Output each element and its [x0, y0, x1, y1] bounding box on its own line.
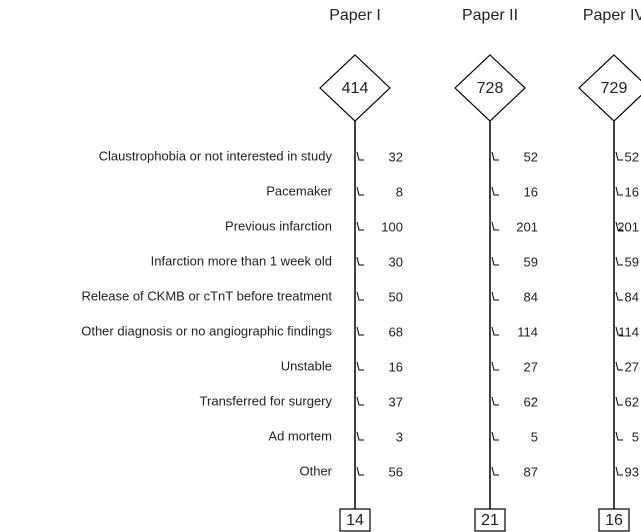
- exclusion-count: 87: [524, 464, 538, 479]
- exclusion-tick: [615, 291, 623, 301]
- exclusion-tick: [491, 466, 499, 476]
- exclusion-tick: [356, 186, 364, 196]
- exclusion-count: 56: [389, 464, 403, 479]
- row-label: Release of CKMB or cTnT before treatment: [82, 288, 333, 303]
- exclusion-count: 16: [389, 359, 403, 374]
- exclusion-tick: [356, 151, 364, 161]
- exclusion-count: 62: [625, 394, 639, 409]
- exclusion-count: 16: [625, 184, 639, 199]
- exclusion-tick: [491, 361, 499, 371]
- start-count: 729: [601, 80, 628, 97]
- exclusion-tick: [615, 186, 623, 196]
- row-label: Ad mortem: [268, 428, 332, 443]
- exclusion-count: 100: [381, 219, 403, 234]
- exclusion-tick: [356, 466, 364, 476]
- exclusion-tick: [491, 326, 499, 336]
- exclusion-count: 5: [632, 429, 639, 444]
- start-count: 414: [342, 80, 369, 97]
- exclusion-count: 32: [389, 149, 403, 164]
- end-count: 21: [481, 512, 499, 529]
- exclusion-tick: [491, 256, 499, 266]
- exclusion-count: 27: [524, 359, 538, 374]
- exclusion-tick: [615, 431, 623, 441]
- row-label: Pacemaker: [266, 183, 332, 198]
- row-label: Unstable: [281, 358, 332, 373]
- exclusion-tick: [356, 431, 364, 441]
- end-count: 14: [346, 512, 364, 529]
- end-box: [474, 508, 506, 532]
- exclusion-tick: [356, 256, 364, 266]
- exclusion-tick: [615, 221, 623, 231]
- exclusion-count: 27: [625, 359, 639, 374]
- exclusion-tick: [356, 291, 364, 301]
- row-label: Claustrophobia or not interested in stud…: [99, 148, 333, 163]
- exclusion-count: 68: [389, 324, 403, 339]
- exclusion-count: 62: [524, 394, 538, 409]
- row-label: Previous infarction: [225, 218, 332, 233]
- exclusion-tick: [491, 396, 499, 406]
- exclusion-count: 5: [531, 429, 538, 444]
- exclusion-count: 16: [524, 184, 538, 199]
- exclusion-tick: [615, 396, 623, 406]
- exclusion-tick: [356, 396, 364, 406]
- exclusion-tick: [491, 291, 499, 301]
- exclusion-count: 50: [389, 289, 403, 304]
- exclusion-count: 52: [524, 149, 538, 164]
- exclusion-tick: [615, 361, 623, 371]
- exclusion-count: 201: [516, 219, 538, 234]
- exclusion-count: 201: [617, 219, 639, 234]
- exclusion-tick: [356, 361, 364, 371]
- exclusion-count: 59: [625, 254, 639, 269]
- exclusion-count: 84: [524, 289, 538, 304]
- exclusion-count: 114: [618, 324, 639, 339]
- column-title: Paper II: [462, 7, 518, 24]
- exclusion-tick: [615, 151, 623, 161]
- exclusion-tick: [356, 221, 364, 231]
- exclusion-tick: [615, 466, 623, 476]
- exclusion-tick: [615, 326, 623, 336]
- exclusion-count: 84: [625, 289, 639, 304]
- row-label: Other diagnosis or no angiographic findi…: [81, 323, 332, 338]
- exclusion-tick: [491, 151, 499, 161]
- exclusion-count: 37: [389, 394, 403, 409]
- exclusion-count: 114: [517, 324, 538, 339]
- row-label: Other: [299, 463, 332, 478]
- end-box: [598, 508, 630, 532]
- exclusion-tick: [356, 326, 364, 336]
- start-diamond: [319, 54, 391, 122]
- exclusion-tick: [491, 431, 499, 441]
- column-title: Paper I: [329, 7, 381, 24]
- exclusion-count: 93: [625, 464, 639, 479]
- start-diamond: [454, 54, 526, 122]
- end-count: 16: [605, 512, 623, 529]
- exclusion-count: 8: [396, 184, 403, 199]
- row-label: Infarction more than 1 week old: [151, 253, 332, 268]
- row-label: Transferred for surgery: [200, 393, 333, 408]
- exclusion-count: 30: [389, 254, 403, 269]
- exclusion-tick: [491, 221, 499, 231]
- column-title: Paper IV: [583, 7, 641, 24]
- exclusion-count: 52: [625, 149, 639, 164]
- start-count: 728: [477, 80, 504, 97]
- start-diamond: [578, 54, 641, 122]
- exclusion-count: 3: [396, 429, 403, 444]
- exclusion-count: 59: [524, 254, 538, 269]
- exclusion-tick: [615, 256, 623, 266]
- exclusion-tick: [491, 186, 499, 196]
- end-box: [339, 508, 371, 532]
